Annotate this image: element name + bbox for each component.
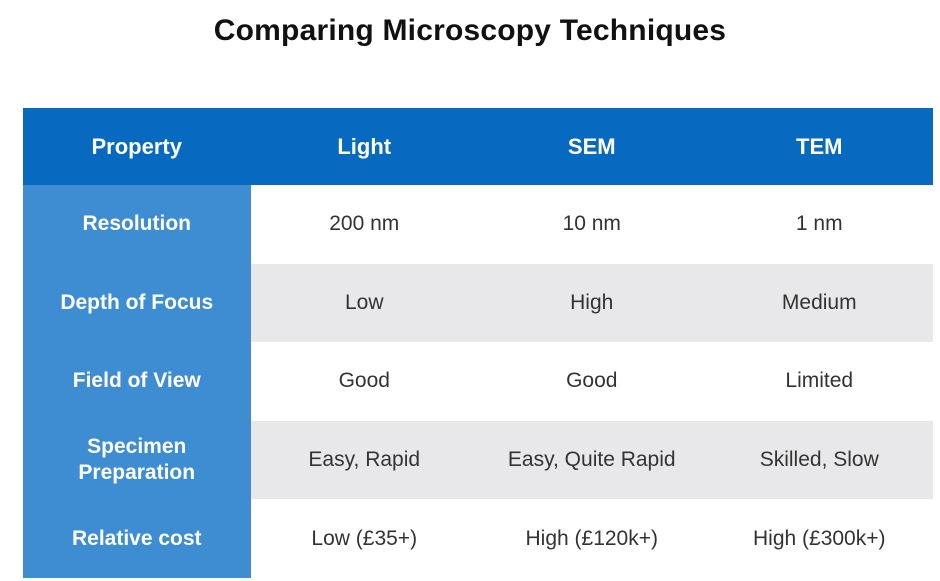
comparison-table: Property Light SEM TEM Resolution 200 nm… xyxy=(23,108,933,578)
cell-resolution-sem: 10 nm xyxy=(478,185,706,264)
cell-cost-sem: High (£120k+) xyxy=(478,499,706,578)
column-header-property: Property xyxy=(23,108,251,185)
column-header-sem: SEM xyxy=(478,108,706,185)
cell-resolution-tem: 1 nm xyxy=(705,185,933,264)
cell-prep-light: Easy, Rapid xyxy=(250,420,478,500)
cell-prep-tem: Skilled, Slow xyxy=(705,420,933,500)
row-label-specimen-preparation: Specimen Preparation xyxy=(23,420,251,500)
cell-depth-light: Low xyxy=(250,263,478,343)
cell-resolution-light: 200 nm xyxy=(250,185,478,264)
cell-fov-sem: Good xyxy=(478,342,706,421)
row-label-depth-of-focus: Depth of Focus xyxy=(23,263,251,343)
cell-depth-tem: Medium xyxy=(705,263,933,343)
column-header-tem: TEM xyxy=(705,108,933,185)
cell-fov-light: Good xyxy=(250,342,478,421)
cell-depth-sem: High xyxy=(478,263,706,343)
cell-prep-sem: Easy, Quite Rapid xyxy=(478,420,706,500)
row-label-field-of-view: Field of View xyxy=(23,342,251,421)
cell-cost-tem: High (£300k+) xyxy=(705,499,933,578)
column-header-light: Light xyxy=(250,108,478,185)
row-label-resolution: Resolution xyxy=(23,185,251,264)
cell-fov-tem: Limited xyxy=(705,342,933,421)
cell-cost-light: Low (£35+) xyxy=(250,499,478,578)
row-label-relative-cost: Relative cost xyxy=(23,499,251,578)
page-title: Comparing Microscopy Techniques xyxy=(213,14,727,47)
